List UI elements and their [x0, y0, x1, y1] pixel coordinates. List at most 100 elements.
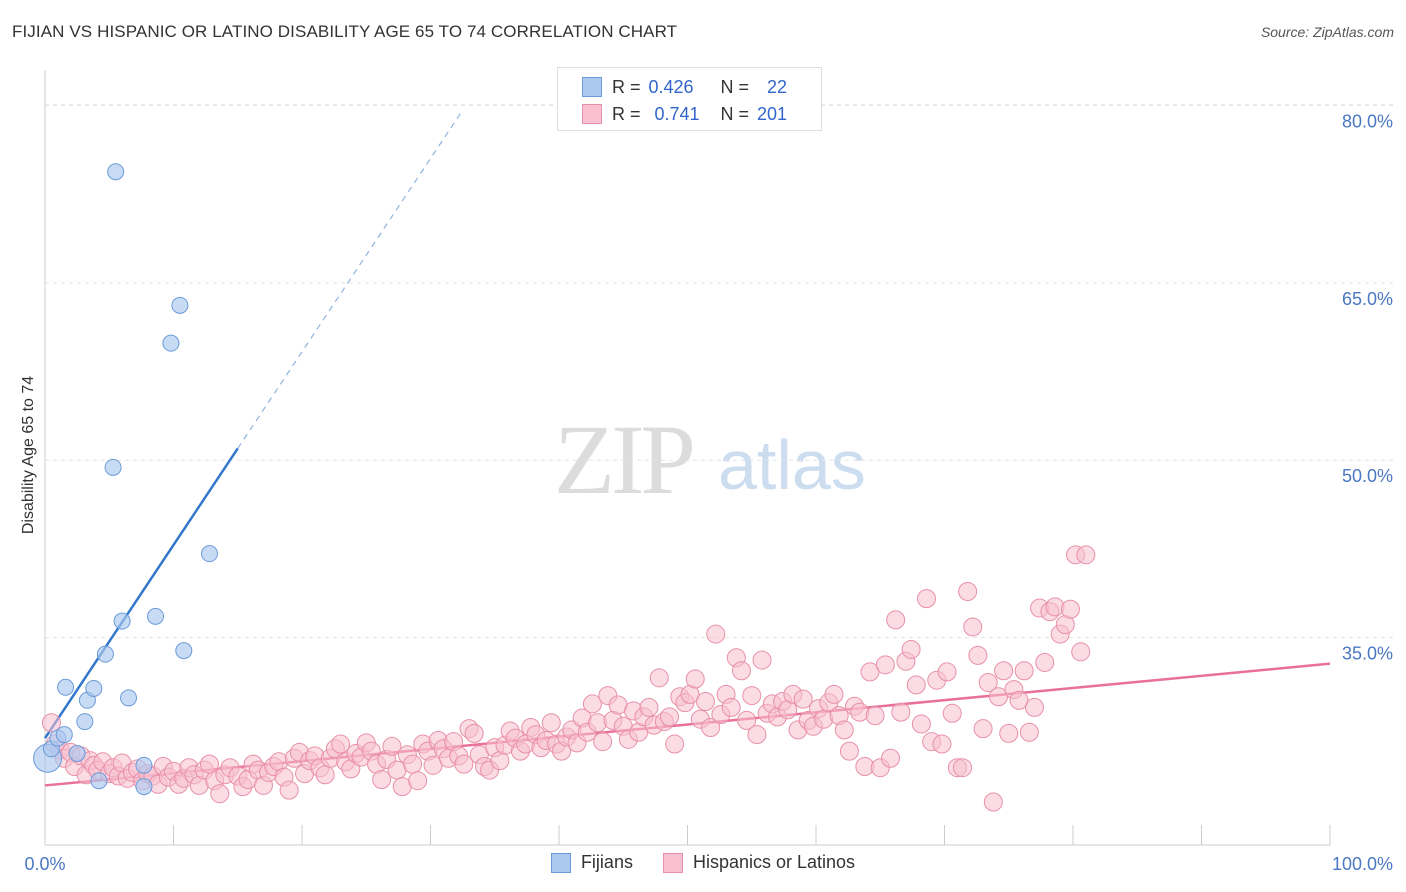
hispanic-point	[911, 714, 931, 734]
hispanic-point	[665, 734, 685, 754]
hispanic-point	[999, 723, 1019, 743]
fijian-point	[135, 756, 153, 774]
watermark-zip: ZIP	[554, 404, 696, 515]
hispanic-point	[199, 754, 219, 774]
hispanic-point	[639, 697, 659, 717]
legend-n-label: N =	[720, 76, 750, 97]
fijian-point	[96, 645, 114, 663]
fijian-trendline	[43, 447, 239, 739]
fijian-point	[90, 772, 108, 790]
hispanic-point	[952, 758, 972, 778]
hispanic-point	[860, 662, 880, 682]
hispanic-point	[279, 780, 299, 800]
y-tick-label: 35.0%	[1342, 644, 1393, 664]
hispanic-point	[737, 710, 757, 730]
hispanic-point	[541, 713, 561, 733]
fijian-point	[135, 778, 153, 796]
fijian-point	[175, 642, 193, 660]
fijian-point	[85, 679, 103, 697]
hispanic-point	[731, 661, 751, 681]
hispanic-point	[1024, 697, 1044, 717]
x-tick-label: 0.0%	[24, 854, 65, 874]
hispanic-point	[1009, 690, 1029, 710]
legend-item-fijians: Fijians	[550, 852, 633, 873]
hispanic-point	[1035, 652, 1055, 672]
hispanic-point	[875, 655, 895, 675]
hispanic-point	[706, 624, 726, 644]
hispanic-point	[973, 719, 993, 739]
hispanic-point	[1060, 599, 1080, 619]
legend-r-label: R =	[612, 103, 641, 124]
y-tick-label: 80.0%	[1342, 111, 1393, 131]
hispanic-point	[834, 720, 854, 740]
legend-swatch-fijians	[582, 77, 602, 97]
hispanic-point	[210, 784, 230, 804]
hispanic-point	[1076, 545, 1096, 565]
hispanic-point	[315, 765, 335, 785]
fijian-point	[68, 745, 86, 763]
hispanic-point	[906, 675, 926, 695]
fijian-point	[55, 726, 73, 744]
hispanic-point	[886, 610, 906, 630]
hispanic-point	[660, 707, 680, 727]
legend-n-value: 22	[767, 76, 788, 97]
hispanic-point	[850, 702, 870, 722]
hispanic-point	[814, 709, 834, 729]
hispanic-point	[958, 582, 978, 601]
hispanic-point	[1014, 661, 1034, 681]
legend-label-fijians: Fijians	[580, 852, 633, 872]
hispanic-point	[752, 650, 772, 670]
hispanic-point	[1019, 722, 1039, 742]
hispanic-point	[382, 736, 402, 756]
hispanic-point	[901, 639, 921, 659]
grid-lines	[45, 104, 1393, 639]
legend-n-label: N =	[720, 103, 750, 124]
hispanic-point	[917, 589, 937, 609]
legend-r-value: 0.426	[648, 76, 694, 97]
fijian-point	[104, 458, 122, 476]
hispanic-point	[582, 694, 602, 714]
y-axis-title: Disability Age 65 to 74	[20, 376, 37, 534]
fijian-point	[113, 612, 131, 630]
hispanic-point	[1071, 642, 1091, 662]
hispanic-point	[721, 697, 741, 717]
hispanic-point	[742, 686, 762, 706]
hispanic-point	[747, 725, 767, 745]
x-tick-label: 100.0%	[1332, 854, 1393, 874]
hispanic-point	[41, 713, 61, 733]
legend-row-hispanics: R = 0.741 N = 201	[582, 102, 787, 126]
hispanic-point	[793, 689, 813, 709]
data-points	[33, 163, 1096, 812]
legend-r-value: 0.741	[654, 103, 700, 124]
fijian-point	[171, 296, 189, 314]
hispanic-point	[963, 617, 983, 637]
fijian-point	[107, 163, 125, 181]
hispanic-point	[372, 770, 392, 790]
hispanic-point	[865, 706, 885, 726]
hispanic-point	[423, 755, 443, 775]
hispanic-point	[932, 734, 952, 754]
hispanic-point	[891, 702, 911, 722]
hispanic-point	[968, 645, 988, 665]
correlation-legend: R = 0.426 N = 22 R = 0.741 N = 201	[557, 67, 822, 131]
legend-swatch-hispanics	[582, 104, 602, 124]
hispanic-point	[983, 792, 1003, 812]
source-label: Source: ZipAtlas.com	[1260, 24, 1394, 40]
hispanic-point	[408, 771, 428, 791]
hispanic-point	[824, 684, 844, 704]
legend-row-fijians: R = 0.426 N = 22	[582, 75, 787, 99]
hispanic-point	[454, 754, 474, 774]
legend-n-value: 201	[757, 103, 788, 124]
hispanic-point	[881, 748, 901, 768]
hispanic-point	[978, 673, 998, 693]
hispanic-point	[994, 661, 1014, 681]
hispanic-point	[649, 668, 669, 688]
fijian-point	[162, 334, 180, 352]
legend-label-hispanics: Hispanics or Latinos	[692, 852, 856, 872]
fijian-point	[200, 545, 218, 563]
legend-swatch-fijians	[550, 852, 571, 873]
hispanic-point	[695, 691, 715, 711]
hispanic-point	[701, 717, 721, 737]
axes	[44, 70, 1331, 846]
